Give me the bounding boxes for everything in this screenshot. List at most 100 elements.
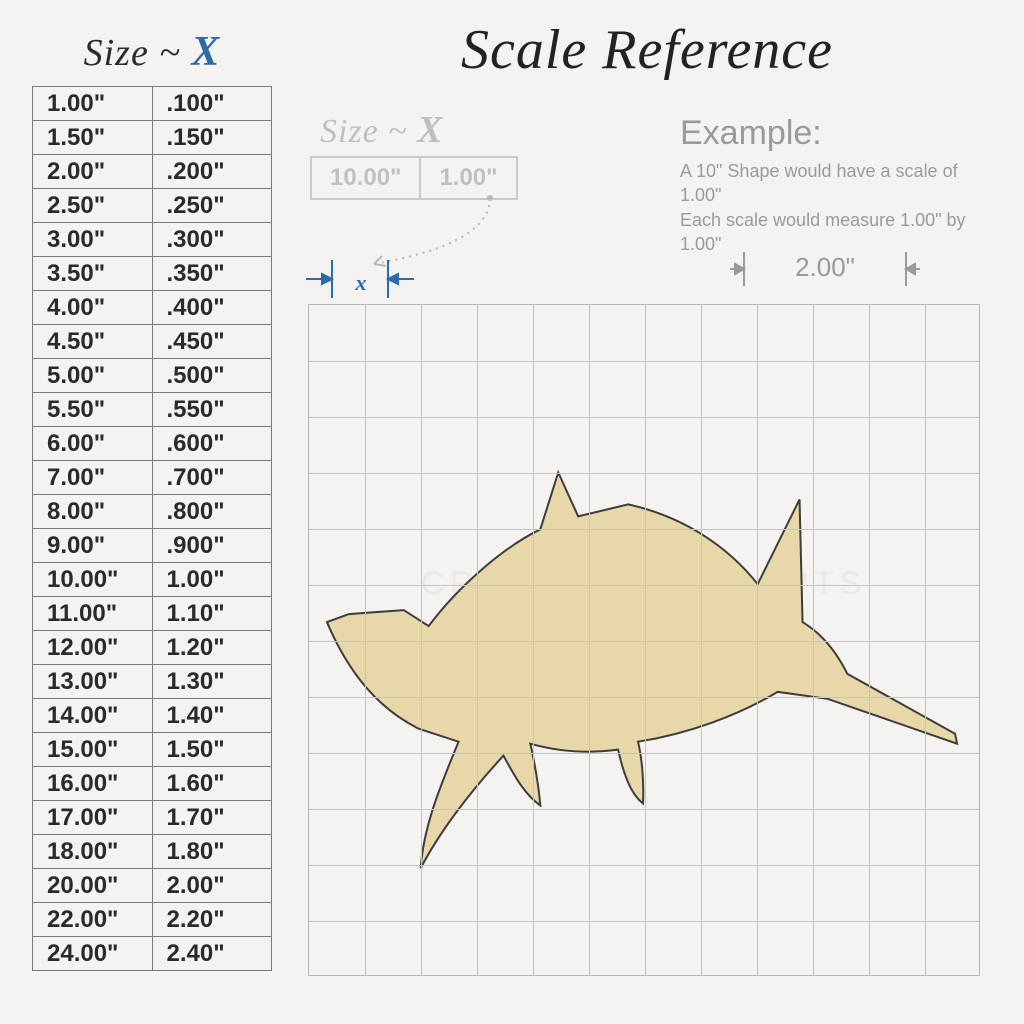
table-cell: 4.50" — [33, 325, 153, 359]
table-row: 12.00"1.20" — [33, 631, 272, 665]
table-cell: .600" — [152, 427, 272, 461]
table-cell: 2.00" — [33, 155, 153, 189]
grid-line-horizontal — [309, 921, 979, 922]
table-cell: 7.00" — [33, 461, 153, 495]
table-row: 7.00".700" — [33, 461, 272, 495]
table-cell: .250" — [152, 189, 272, 223]
table-row: 13.00"1.30" — [33, 665, 272, 699]
table-row: 22.00"2.20" — [33, 903, 272, 937]
grid-line-horizontal — [309, 641, 979, 642]
grid-line-vertical — [757, 305, 758, 975]
size-sep: ~ — [159, 32, 181, 74]
table-cell: 1.00" — [33, 87, 153, 121]
table-cell: 1.80" — [152, 835, 272, 869]
grid-line-vertical — [365, 305, 366, 975]
table-row: 4.50".450" — [33, 325, 272, 359]
table-row: 18.00"1.80" — [33, 835, 272, 869]
grid-line-vertical — [869, 305, 870, 975]
example-title: Example: — [680, 114, 994, 159]
table-cell: 8.00" — [33, 495, 153, 529]
grid-line-horizontal — [309, 809, 979, 810]
mini-cell-x: 1.00" — [420, 157, 516, 199]
table-row: 11.00"1.10" — [33, 597, 272, 631]
table-cell: .550" — [152, 393, 272, 427]
table-cell: 18.00" — [33, 835, 153, 869]
table-row: 15.00"1.50" — [33, 733, 272, 767]
grid-line-vertical — [813, 305, 814, 975]
table-cell: .700" — [152, 461, 272, 495]
table-cell: 15.00" — [33, 733, 153, 767]
size-x-letter: X — [191, 29, 220, 75]
table-cell: 1.60" — [152, 767, 272, 801]
table-cell: 5.50" — [33, 393, 153, 427]
table-cell: 14.00" — [33, 699, 153, 733]
size-label: Size — [84, 32, 149, 74]
table-cell: 2.50" — [33, 189, 153, 223]
table-cell: 4.00" — [33, 291, 153, 325]
grid-line-vertical — [925, 305, 926, 975]
table-cell: 10.00" — [33, 563, 153, 597]
table-cell: 1.30" — [152, 665, 272, 699]
table-cell: 2.40" — [152, 937, 272, 971]
scale-2in-marker: 2.00" — [730, 246, 920, 296]
grid-line-horizontal — [309, 361, 979, 362]
grid-line-horizontal — [309, 529, 979, 530]
right-panel: Scale Reference Size ~ X 10.00" 1.00" Ex… — [300, 18, 994, 94]
mini-header: Size ~ X — [310, 108, 580, 152]
grid-line-horizontal — [309, 753, 979, 754]
table-cell: 3.00" — [33, 223, 153, 257]
table-cell: 17.00" — [33, 801, 153, 835]
table-cell: 11.00" — [33, 597, 153, 631]
table-row: 3.50".350" — [33, 257, 272, 291]
table-cell: .100" — [152, 87, 272, 121]
size-table: 1.00".100"1.50".150"2.00".200"2.50".250"… — [32, 86, 272, 971]
grid-line-vertical — [645, 305, 646, 975]
table-cell: 6.00" — [33, 427, 153, 461]
grid-line-horizontal — [309, 865, 979, 866]
table-cell: 16.00" — [33, 767, 153, 801]
table-row: 8.00".800" — [33, 495, 272, 529]
table-cell: 13.00" — [33, 665, 153, 699]
table-cell: .800" — [152, 495, 272, 529]
table-row: 17.00"1.70" — [33, 801, 272, 835]
table-cell: 1.10" — [152, 597, 272, 631]
table-row: 9.00".900" — [33, 529, 272, 563]
grid-line-vertical — [533, 305, 534, 975]
marlin-shape — [309, 305, 979, 975]
example-line-1: A 10" Shape would have a scale of 1.00" — [680, 159, 994, 208]
table-cell: 20.00" — [33, 869, 153, 903]
table-row: 4.00".400" — [33, 291, 272, 325]
grid-line-horizontal — [309, 585, 979, 586]
table-cell: 2.00" — [152, 869, 272, 903]
grid-line-horizontal — [309, 473, 979, 474]
table-cell: 12.00" — [33, 631, 153, 665]
table-cell: 1.40" — [152, 699, 272, 733]
table-cell: .200" — [152, 155, 272, 189]
table-cell: 1.50" — [152, 733, 272, 767]
table-cell: .300" — [152, 223, 272, 257]
table-cell: 1.70" — [152, 801, 272, 835]
table-row: 5.50".550" — [33, 393, 272, 427]
grid-line-vertical — [421, 305, 422, 975]
table-row: 2.50".250" — [33, 189, 272, 223]
mini-sep: ~ — [388, 113, 407, 150]
table-cell: 9.00" — [33, 529, 153, 563]
table-row: 14.00"1.40" — [33, 699, 272, 733]
table-cell: .450" — [152, 325, 272, 359]
table-cell: .150" — [152, 121, 272, 155]
table-cell: 1.20" — [152, 631, 272, 665]
mini-size-box: Size ~ X 10.00" 1.00" — [310, 108, 580, 200]
table-cell: 1.50" — [33, 121, 153, 155]
table-row: 6.00".600" — [33, 427, 272, 461]
grid-line-horizontal — [309, 417, 979, 418]
x-dim-label: x — [306, 270, 416, 296]
size-x-header: Size ~ X — [32, 22, 272, 86]
table-cell: 5.00" — [33, 359, 153, 393]
table-row: 5.00".500" — [33, 359, 272, 393]
grid-line-vertical — [701, 305, 702, 975]
table-cell: .350" — [152, 257, 272, 291]
reference-grid: CRAFTCUTCONCEPTS — [308, 304, 980, 976]
table-row: 16.00"1.60" — [33, 767, 272, 801]
grid-line-horizontal — [309, 697, 979, 698]
table-row: 10.00"1.00" — [33, 563, 272, 597]
